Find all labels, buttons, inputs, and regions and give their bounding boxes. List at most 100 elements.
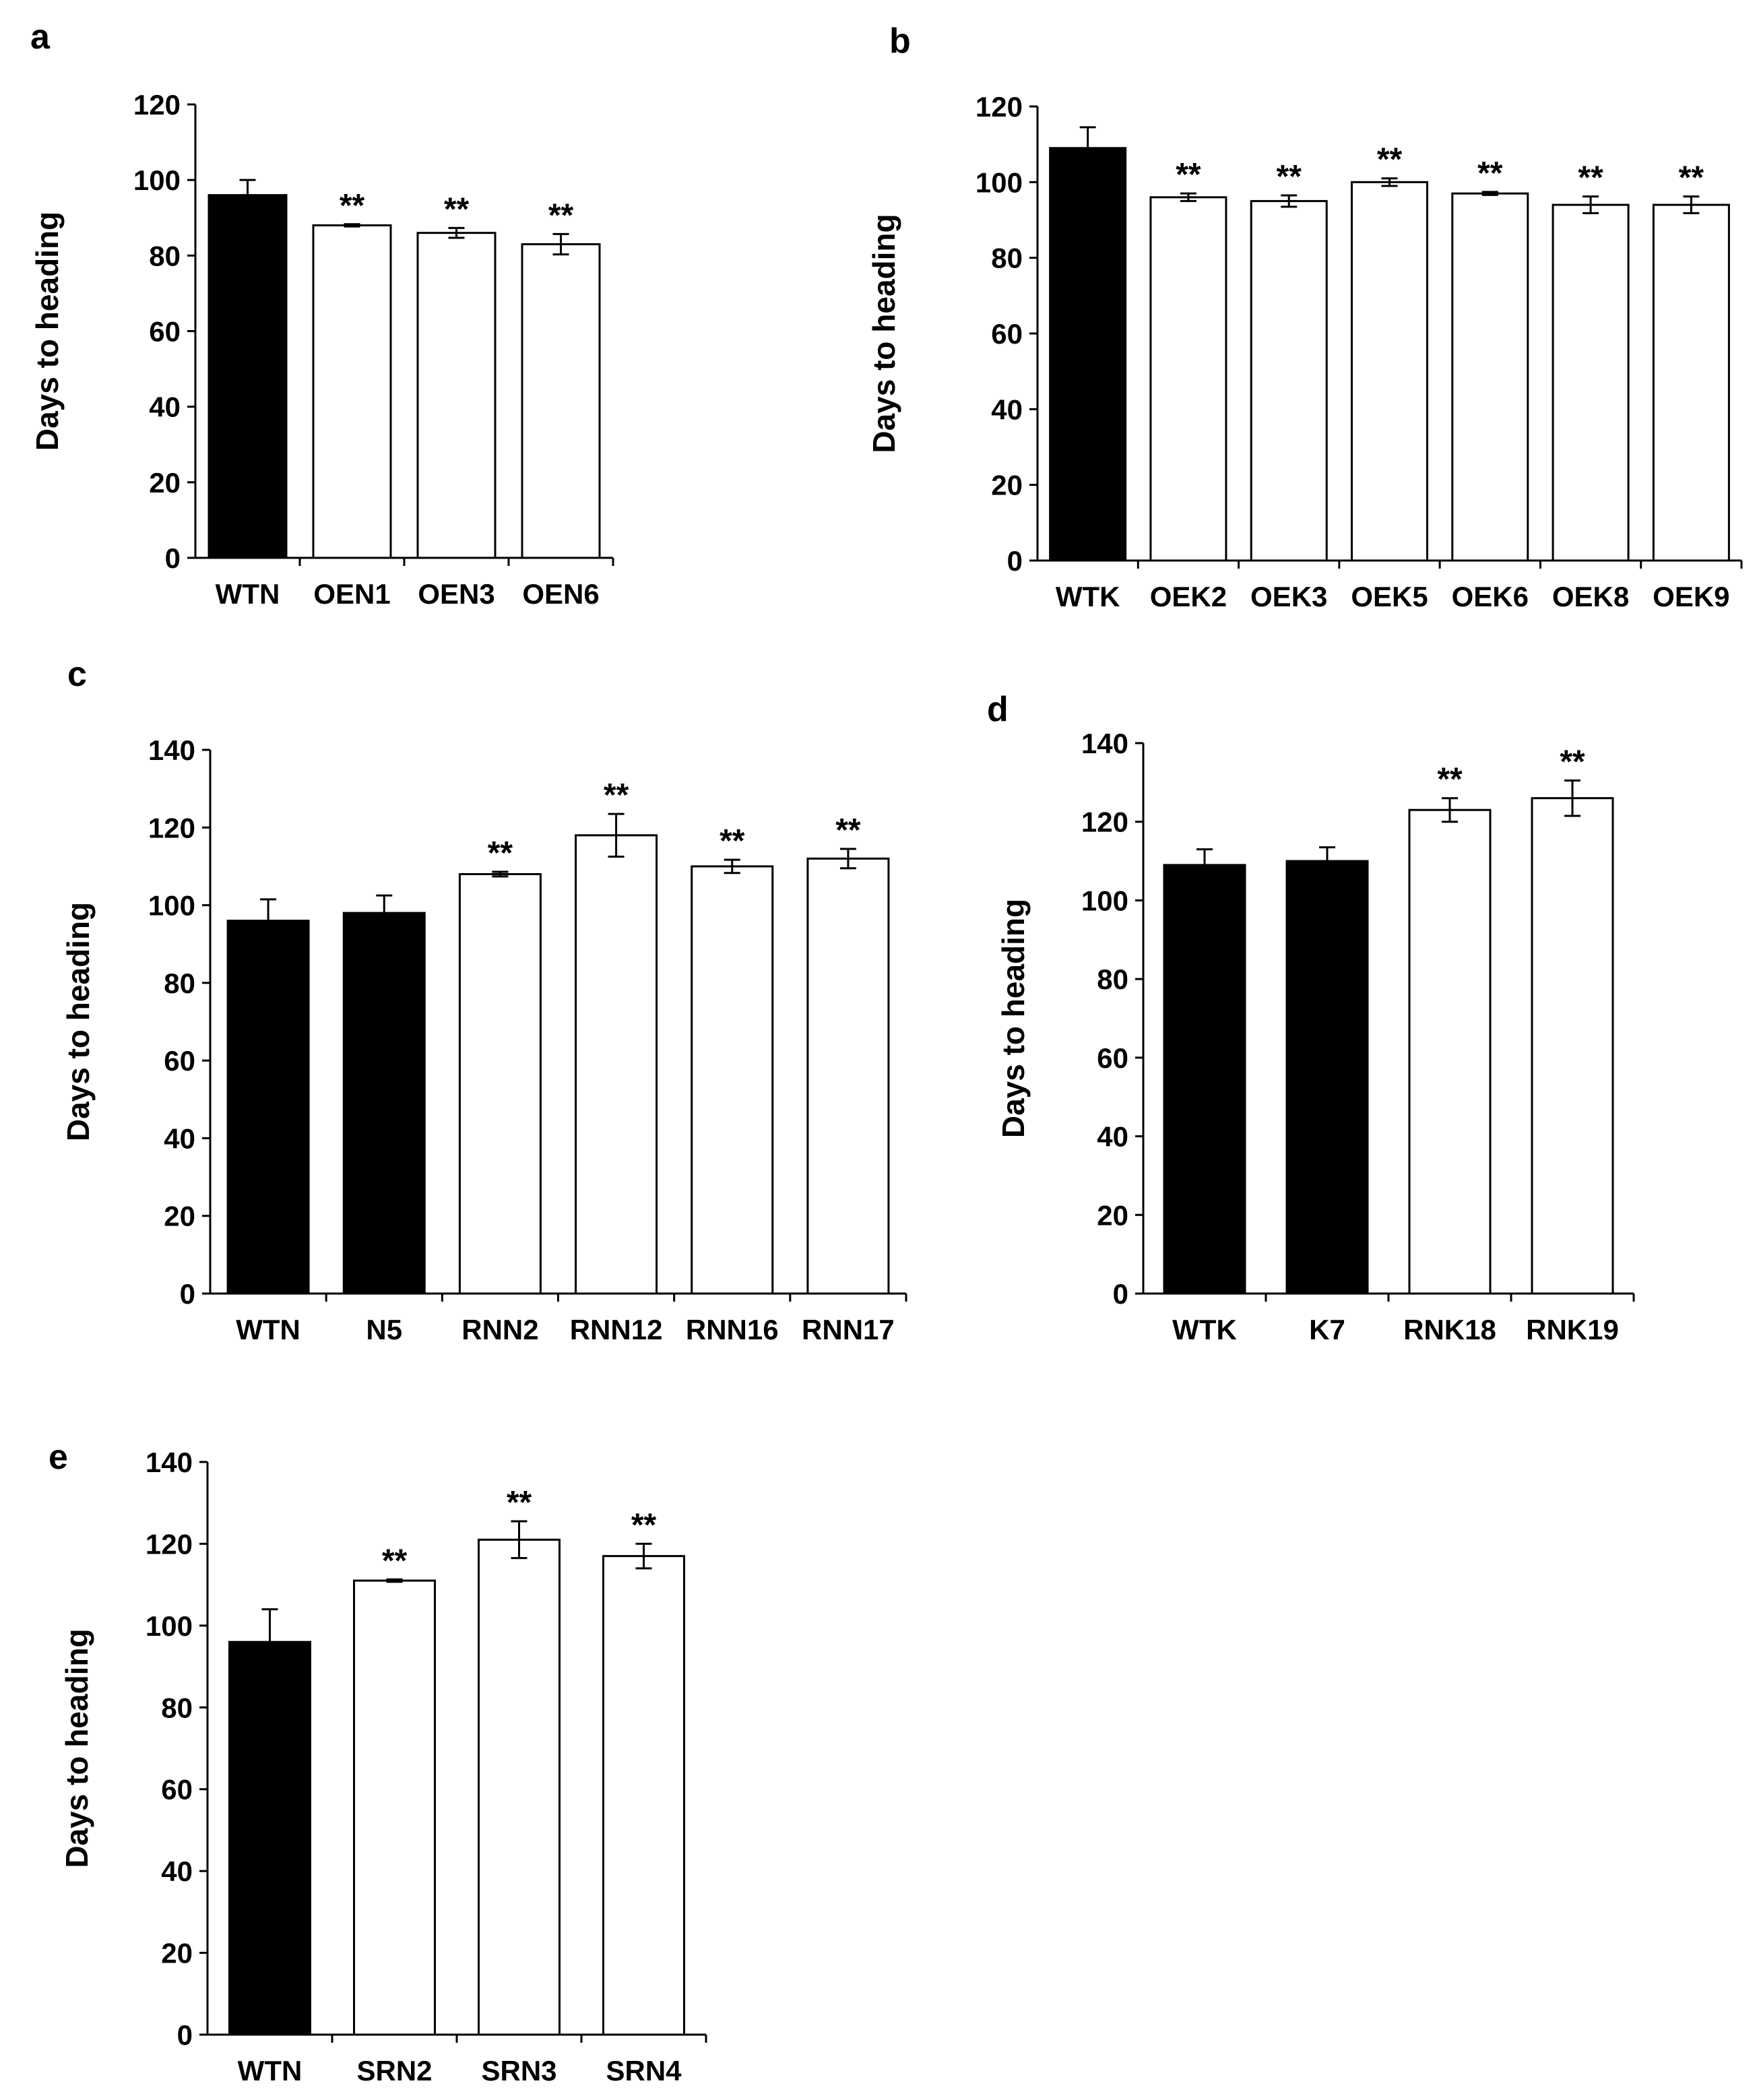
y-tick-label: 40	[161, 1855, 193, 1887]
y-tick-label: 100	[146, 1610, 193, 1642]
significance-mark: **	[1560, 744, 1585, 779]
x-tick-label: RNN12	[570, 1314, 663, 1345]
bar-SRN4	[602, 1555, 685, 2036]
y-tick-label: 0	[180, 1278, 195, 1310]
panel-letter: a	[30, 18, 51, 57]
significance-mark: **	[382, 1543, 408, 1579]
chart-panel-e: e Days to heading ** ** ** 0 20 40 60 80 100 120 140…	[49, 1438, 707, 2087]
y-tick-label: 0	[1007, 545, 1023, 577]
x-tick-label: RNN16	[686, 1314, 779, 1345]
bar-RNN12	[575, 834, 658, 1295]
bar-K7	[1285, 860, 1369, 1295]
y-tick-label: 40	[1097, 1121, 1128, 1153]
bar-OEN3	[416, 232, 497, 559]
x-tick-label: SRN3	[481, 2055, 556, 2087]
y-tick-label: 20	[1097, 1199, 1128, 1231]
y-axis-title: Days to heading	[996, 899, 1031, 1138]
bar-WTN	[228, 1641, 311, 2036]
chart-panel-c: c Days to heading ** ** ** ** 0 20 40 60 80 100 120 1…	[61, 655, 907, 1345]
bar-OEK3	[1250, 199, 1328, 562]
x-tick-label: OEN3	[418, 578, 494, 610]
y-axis-title: Days to heading	[59, 1628, 94, 1868]
x-tick-label: WTN	[238, 2055, 302, 2087]
bar-OEK5	[1351, 181, 1428, 562]
y-axis-title: Days to heading	[61, 902, 96, 1141]
bar-WTN	[226, 920, 310, 1295]
bar-RNN2	[458, 872, 542, 1295]
x-tick-label: RNK18	[1403, 1314, 1496, 1345]
x-tick-label: RNK19	[1526, 1314, 1619, 1345]
significance-mark: **	[604, 777, 629, 813]
bar-SRN3	[478, 1538, 561, 2036]
x-tick-label: K7	[1309, 1314, 1345, 1345]
significance-mark: **	[340, 188, 365, 224]
y-tick-label: 60	[161, 1774, 193, 1806]
panel-letter: b	[889, 22, 911, 61]
y-tick-label: 100	[148, 890, 195, 922]
y-tick-label: 60	[1097, 1042, 1128, 1074]
y-tick-label: 100	[976, 166, 1023, 198]
panel-letter: d	[987, 690, 1009, 729]
y-tick-label: 80	[991, 243, 1023, 274]
y-tick-label: 20	[991, 470, 1023, 501]
y-tick-label: 60	[164, 1045, 195, 1077]
significance-mark: **	[1477, 156, 1503, 191]
x-tick-label: OEK6	[1452, 581, 1529, 612]
y-tick-label: 40	[991, 393, 1023, 425]
x-tick-label: OEK2	[1150, 581, 1227, 612]
y-tick-label: 120	[148, 812, 195, 844]
significance-mark: **	[720, 823, 745, 859]
y-tick-label: 140	[1081, 728, 1128, 759]
x-tick-label: OEN1	[313, 578, 390, 610]
chart-panel-a: a Days to heading ** ** ** 0 20 40 60 80 100 120 WTN…	[30, 18, 614, 610]
y-tick-label: 80	[1097, 963, 1128, 995]
y-tick-label: 60	[991, 318, 1023, 350]
y-tick-label: 120	[976, 91, 1023, 123]
panel-letter: e	[49, 1438, 68, 1477]
y-tick-label: 80	[164, 967, 195, 999]
x-tick-label: OEN6	[522, 578, 599, 610]
significance-mark: **	[507, 1485, 532, 1521]
significance-mark: **	[1176, 157, 1201, 193]
y-tick-label: 40	[164, 1122, 195, 1154]
x-tick-label: SRN4	[606, 2055, 682, 2087]
bar-N5	[342, 912, 426, 1295]
significance-mark: **	[444, 191, 470, 227]
chart-panel-d: d Days to heading ** ** 0 20 40 60 80 100 120 140 WT…	[987, 690, 1635, 1345]
x-tick-label: WTN	[216, 578, 280, 610]
bar-RNK18	[1408, 808, 1492, 1295]
significance-mark: **	[1578, 160, 1603, 196]
y-tick-label: 0	[1113, 1278, 1128, 1310]
bar-RNN16	[691, 865, 774, 1295]
significance-mark: **	[1679, 160, 1704, 196]
chart-panel-b: b Days to heading ** ** ** ** ** ** 0 20 40 60 80 100…	[866, 22, 1743, 612]
bar-WTK	[1049, 147, 1127, 562]
significance-mark: **	[631, 1507, 657, 1543]
significance-mark: **	[1277, 159, 1302, 195]
panel-letter: c	[67, 655, 87, 694]
y-tick-label: 120	[1081, 806, 1128, 838]
bar-OEK8	[1552, 203, 1630, 562]
bar-RNN17	[806, 857, 890, 1295]
significance-mark: **	[835, 813, 861, 848]
y-tick-label: 120	[133, 89, 181, 121]
x-tick-label: RNN2	[461, 1314, 538, 1345]
y-tick-label: 20	[149, 467, 181, 499]
bar-OEK2	[1149, 196, 1227, 562]
y-tick-label: 20	[161, 1938, 193, 1969]
x-tick-label: OEK8	[1552, 581, 1629, 612]
x-tick-label: SRN2	[356, 2055, 432, 2087]
significance-mark: **	[1437, 762, 1463, 798]
bar-OEK9	[1652, 203, 1730, 562]
y-tick-label: 40	[149, 391, 181, 423]
y-tick-label: 140	[146, 1446, 193, 1478]
y-tick-label: 0	[165, 542, 181, 574]
bar-RNK19	[1531, 797, 1614, 1295]
x-tick-label: WTK	[1056, 581, 1120, 612]
y-tick-label: 80	[161, 1692, 193, 1723]
significance-mark: **	[1377, 142, 1403, 178]
bar-OEN1	[312, 224, 392, 559]
bar-WTN	[207, 194, 288, 559]
significance-mark: **	[488, 835, 513, 871]
